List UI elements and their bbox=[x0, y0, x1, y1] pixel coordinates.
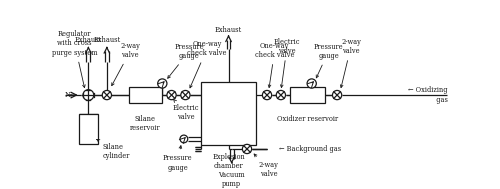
Text: Pressure
gauge: Pressure gauge bbox=[168, 43, 204, 78]
Text: 2-way
valve: 2-way valve bbox=[254, 154, 278, 178]
Circle shape bbox=[332, 91, 342, 100]
Circle shape bbox=[102, 91, 112, 100]
Bar bbox=[129, 87, 162, 103]
Text: Exhaust: Exhaust bbox=[215, 26, 242, 34]
Text: Silane
reservoir: Silane reservoir bbox=[130, 115, 160, 132]
Text: 2-way
valve: 2-way valve bbox=[112, 42, 140, 86]
Text: ← Background gas: ← Background gas bbox=[280, 145, 342, 153]
Circle shape bbox=[83, 90, 94, 100]
Circle shape bbox=[180, 135, 188, 143]
Circle shape bbox=[276, 91, 285, 100]
Circle shape bbox=[158, 79, 167, 88]
Text: N₂: N₂ bbox=[64, 91, 73, 99]
Bar bbox=[79, 114, 98, 144]
Text: Pressure
gauge: Pressure gauge bbox=[163, 146, 192, 172]
Text: Explosion
chamber: Explosion chamber bbox=[212, 153, 245, 170]
Text: Exhaust: Exhaust bbox=[75, 36, 102, 44]
Text: Exhaust: Exhaust bbox=[93, 36, 120, 44]
Bar bbox=[201, 82, 256, 145]
Circle shape bbox=[307, 79, 316, 88]
Text: Oxidizer reservoir: Oxidizer reservoir bbox=[277, 115, 338, 123]
Text: Silane
cylinder: Silane cylinder bbox=[97, 139, 130, 160]
Circle shape bbox=[242, 144, 252, 154]
Text: One-way
check valve: One-way check valve bbox=[187, 40, 226, 88]
Circle shape bbox=[262, 91, 272, 100]
Text: ← Oxidizing
  gas: ← Oxidizing gas bbox=[408, 86, 448, 104]
Text: Vacuum
pump: Vacuum pump bbox=[218, 171, 245, 188]
Text: Pressure
gauge: Pressure gauge bbox=[314, 43, 344, 78]
Text: Electric
valve: Electric valve bbox=[172, 99, 199, 121]
Text: One-way
check valve: One-way check valve bbox=[255, 42, 294, 88]
Text: Regulator
with cross
purge system: Regulator with cross purge system bbox=[52, 30, 98, 88]
Text: Electric
valve: Electric valve bbox=[274, 38, 300, 88]
Bar bbox=[290, 87, 325, 103]
Circle shape bbox=[167, 91, 176, 100]
Text: 2-way
valve: 2-way valve bbox=[340, 38, 361, 88]
Circle shape bbox=[181, 91, 190, 100]
